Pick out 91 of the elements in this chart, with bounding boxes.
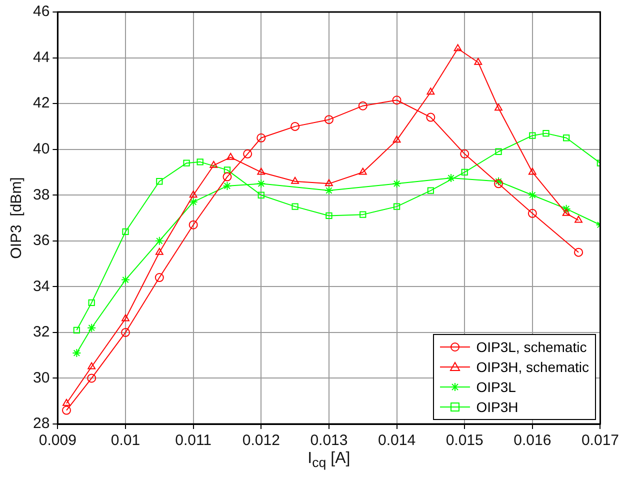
- point: [122, 228, 129, 236]
- point: [426, 112, 436, 122]
- point: [88, 299, 95, 306]
- y-tick-label: 34: [32, 278, 50, 295]
- point: [62, 406, 71, 415]
- x-tick-label: 0.015: [446, 432, 484, 450]
- point: [154, 236, 164, 246]
- point: [256, 179, 266, 188]
- point: [222, 181, 232, 190]
- point: [226, 152, 235, 160]
- x-tick-label: 0.009: [38, 432, 76, 450]
- point: [574, 216, 582, 223]
- legend-label: OIP3L: [476, 379, 516, 395]
- point: [243, 149, 252, 158]
- point: [72, 348, 82, 358]
- point: [210, 160, 218, 168]
- point: [290, 122, 300, 131]
- point: [392, 136, 401, 143]
- point: [528, 168, 536, 175]
- point: [256, 133, 266, 142]
- point: [358, 168, 367, 175]
- point: [392, 96, 402, 105]
- point: [156, 178, 163, 185]
- y-tick-label: 42: [32, 94, 50, 112]
- point: [88, 362, 96, 370]
- point: [562, 208, 570, 216]
- point: [291, 176, 300, 184]
- point: [360, 211, 366, 218]
- point: [121, 275, 130, 284]
- point: [188, 197, 198, 206]
- point: [562, 134, 570, 142]
- point: [542, 130, 550, 137]
- point: [73, 326, 80, 334]
- x-tick-label: 0.012: [242, 432, 280, 450]
- point: [222, 172, 232, 182]
- y-tick-label: 32: [32, 324, 50, 341]
- y-tick-label: 36: [32, 232, 50, 250]
- point: [87, 323, 96, 332]
- point: [474, 58, 482, 65]
- x-tick-label: 0.013: [310, 432, 348, 450]
- point: [224, 166, 231, 174]
- point: [324, 115, 334, 124]
- x-axis-title: I$_{cq}$ [A]: [306, 450, 352, 470]
- point: [461, 168, 468, 176]
- point: [393, 203, 400, 210]
- y-tick-label: 28: [32, 415, 50, 432]
- y-tick-label: 40: [32, 140, 50, 158]
- point: [426, 88, 435, 95]
- legend-label: OIP3H: [476, 399, 518, 415]
- point: [155, 248, 164, 255]
- point: [528, 190, 537, 200]
- point: [427, 187, 434, 194]
- point: [326, 212, 332, 220]
- point: [324, 186, 334, 196]
- point: [183, 160, 190, 166]
- point: [122, 314, 130, 322]
- point: [196, 158, 204, 166]
- y-tick-label: 46: [32, 3, 50, 20]
- point: [494, 179, 504, 188]
- x-tick-label: 0.01: [110, 432, 140, 450]
- point: [494, 104, 502, 111]
- x-tick-label: 0.011: [175, 432, 212, 450]
- point: [358, 101, 368, 110]
- point: [574, 248, 584, 257]
- y-tick-label: 30: [32, 369, 50, 386]
- y-axis-title: OIP3 [dBm]: [8, 177, 26, 259]
- point: [460, 149, 470, 158]
- x-tick-label: 0.016: [514, 432, 552, 450]
- point: [188, 220, 198, 230]
- y-tick-label: 44: [32, 48, 50, 66]
- point: [189, 190, 198, 198]
- legend-label: OIP3H, schematic: [476, 359, 590, 375]
- legend-label: OIP3L, schematic: [476, 339, 587, 355]
- y-tick-label: 38: [32, 186, 50, 204]
- point: [562, 204, 571, 214]
- x-tick-label: 0.017: [581, 432, 620, 450]
- point: [257, 168, 266, 175]
- point: [121, 328, 130, 337]
- point: [454, 44, 462, 52]
- point: [494, 176, 504, 186]
- point: [62, 398, 70, 406]
- point: [154, 273, 164, 282]
- point: [392, 179, 402, 188]
- point: [258, 192, 264, 198]
- point: [529, 132, 536, 139]
- x-tick-label: 0.014: [378, 432, 416, 450]
- point: [292, 203, 298, 210]
- point: [324, 179, 333, 186]
- point: [87, 374, 96, 383]
- point: [528, 208, 537, 218]
- point: [495, 148, 502, 155]
